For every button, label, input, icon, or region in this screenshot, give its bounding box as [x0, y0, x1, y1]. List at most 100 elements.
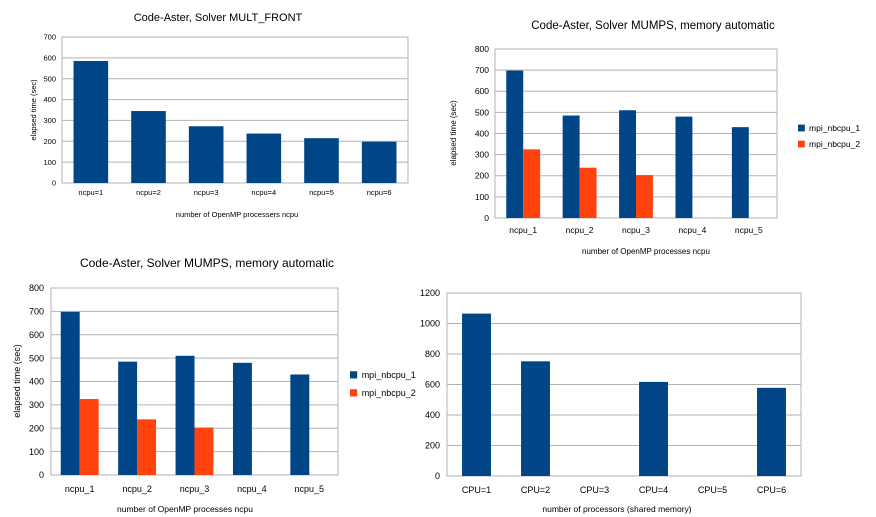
y-tick-label: 200	[29, 423, 44, 433]
y-tick-label: 100	[43, 158, 56, 167]
x-axis-label: number of OpenMP processes ncpu	[117, 504, 253, 514]
bar-mpi-nbcpu-1-2	[118, 361, 138, 475]
x-tick-label: CPU=1	[462, 485, 491, 495]
bar-mpi-nbcpu-2-2	[137, 419, 157, 475]
y-tick-label: 600	[29, 330, 44, 340]
y-tick-label: 500	[43, 74, 56, 83]
y-tick-label: 700	[43, 33, 56, 42]
bar-series-5	[304, 138, 339, 183]
bar-series-3	[188, 126, 224, 183]
y-tick-label: 600	[475, 86, 489, 96]
bar-series-6	[361, 141, 397, 183]
y-tick-label: 200	[475, 171, 489, 181]
bar-mpi-nbcpu-1-5	[731, 127, 749, 218]
plot-area	[61, 36, 409, 184]
bar-mpi-nbcpu-2-3	[636, 175, 653, 218]
x-tick-label: CPU=3	[580, 485, 609, 495]
bar-mpi-nbcpu-1-1	[506, 70, 524, 218]
x-axis-label: number of OpenMP processers ncpu	[176, 210, 298, 219]
y-tick-label: 400	[43, 95, 56, 104]
y-tick-label: 1000	[420, 319, 440, 329]
x-tick-label: CPU=6	[757, 485, 786, 495]
x-tick-label: ncpu_5	[295, 484, 325, 494]
y-tick-label: 200	[425, 441, 440, 451]
x-tick-label: ncpu_5	[735, 225, 763, 235]
chart-title: Code-Aster, Solver MULT_FRONT	[134, 12, 303, 24]
y-tick-label: 400	[29, 377, 44, 387]
legend-swatch	[350, 371, 358, 379]
bar-mpi-nbcpu-2-2	[579, 167, 597, 218]
x-tick-label: ncpu_2	[122, 484, 152, 494]
bar-series-4	[246, 133, 282, 183]
y-tick-label: 400	[425, 410, 440, 420]
bar-mpi-nbcpu-2-3	[194, 427, 214, 475]
y-tick-label: 100	[475, 192, 489, 202]
x-tick-label: CPU=5	[698, 485, 727, 495]
y-tick-label: 0	[435, 471, 440, 481]
chart-4: 0 200 400 600 800 1000 1200 CPU=1 CPU=2 CPU=3 CPU=…	[420, 288, 802, 514]
y-tick-label: 0	[52, 179, 56, 188]
x-axis-label: number of OpenMP processes ncpu	[582, 247, 710, 256]
y-tick-label: 1200	[420, 288, 440, 298]
x-tick-label: ncpu=1	[78, 188, 103, 197]
y-tick-label: 100	[29, 447, 44, 457]
bar-series-6	[757, 387, 786, 476]
x-tick-label: ncpu_3	[180, 484, 210, 494]
x-tick-label: ncpu=4	[251, 188, 276, 197]
bar-series-2	[521, 361, 550, 476]
bar-series-1	[73, 60, 109, 183]
x-tick-label: ncpu=6	[367, 188, 392, 197]
x-tick-label: ncpu_3	[622, 225, 650, 235]
y-axis-label: elapsed time (sec)	[12, 344, 22, 418]
y-tick-label: 400	[475, 128, 489, 138]
y-tick-label: 700	[475, 65, 489, 75]
bar-mpi-nbcpu-1-2	[562, 115, 580, 218]
y-tick-label: 500	[29, 353, 44, 363]
legend-label: mpi_nbcpu_2	[362, 388, 416, 398]
bar-series-4	[639, 381, 668, 476]
x-tick-label: CPU=2	[521, 485, 550, 495]
x-tick-label: CPU=4	[639, 485, 668, 495]
x-tick-label: ncpu_4	[678, 225, 706, 235]
x-tick-label: ncpu=5	[309, 188, 334, 197]
legend-swatch	[798, 124, 805, 132]
bar-mpi-nbcpu-1-5	[290, 374, 310, 475]
y-tick-label: 300	[43, 116, 56, 125]
y-tick-label: 700	[29, 307, 44, 317]
x-tick-label: ncpu_4	[237, 484, 267, 494]
bar-series-1	[462, 313, 491, 476]
x-axis-label: number of processors (shared memory)	[542, 504, 691, 514]
y-tick-label: 600	[43, 53, 56, 62]
x-tick-label: ncpu=2	[136, 188, 161, 197]
y-tick-label: 500	[475, 107, 489, 117]
legend-label: mpi_nbcpu_1	[809, 123, 860, 133]
y-tick-label: 800	[29, 283, 44, 293]
legend-label: mpi_nbcpu_2	[809, 139, 860, 149]
y-tick-label: 200	[43, 137, 56, 146]
bar-mpi-nbcpu-1-4	[675, 116, 693, 218]
chart-title: Code-Aster, Solver MUMPS, memory automat…	[80, 256, 334, 270]
chart-2: 0 100 200 300 400 500 600 700 800 ncpu_1 ncpu_2 ncp…	[449, 20, 860, 256]
y-tick-label: 300	[29, 400, 44, 410]
chart-1: 0 100 200 300 400 500 600 700 ncpu=1 ncpu=2 ncpu=3…	[29, 12, 409, 219]
y-tick-label: 0	[39, 470, 44, 480]
chart-title: Code-Aster, Solver MUMPS, memory automat…	[531, 20, 775, 32]
y-tick-label: 800	[425, 349, 440, 359]
y-tick-label: 300	[475, 150, 489, 160]
y-axis-label: elapsed time (sec)	[449, 100, 458, 166]
bar-series-2	[131, 111, 166, 183]
chart-3: 0 100 200 300 400 500 600 700 800 ncpu_1 ncpu_2 ncp…	[12, 256, 416, 514]
bar-mpi-nbcpu-2-1	[79, 399, 99, 475]
y-axis-label: elapsed time (sec)	[29, 79, 38, 141]
bar-mpi-nbcpu-2-1	[523, 149, 541, 218]
y-tick-label: 800	[475, 44, 489, 54]
bar-mpi-nbcpu-1-1	[60, 311, 80, 475]
x-tick-label: ncpu=3	[194, 188, 219, 197]
bar-mpi-nbcpu-1-3	[175, 355, 195, 475]
legend-swatch	[350, 389, 358, 397]
legend-swatch	[798, 140, 805, 148]
bar-mpi-nbcpu-1-3	[619, 110, 636, 218]
x-tick-label: ncpu_1	[65, 484, 95, 494]
y-tick-label: 0	[484, 213, 489, 223]
